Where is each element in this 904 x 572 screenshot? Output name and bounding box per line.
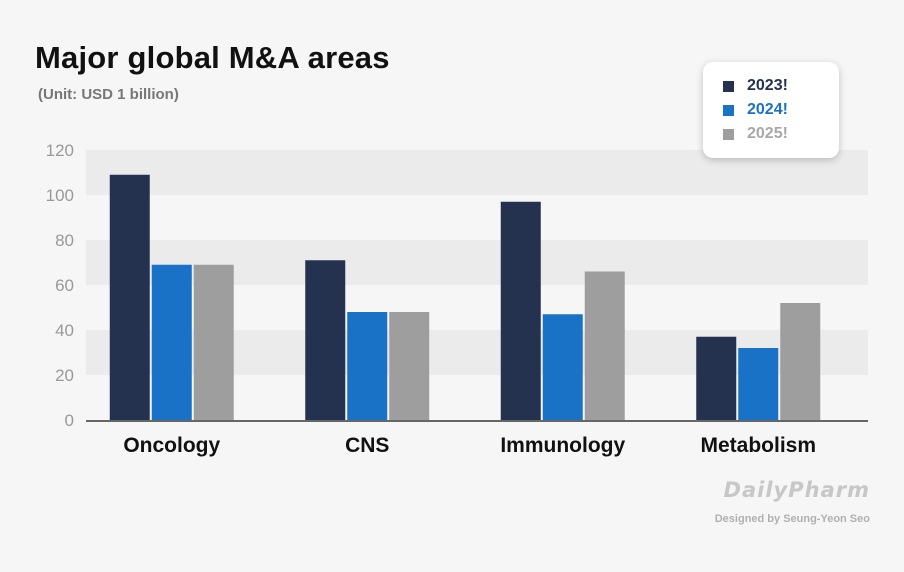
legend-swatch-2025 (723, 128, 734, 140)
x-axis-categories: Oncology CNS Immunology Metabolism (123, 434, 816, 457)
bars (109, 174, 821, 420)
legend: 2023! 2024! 2025! (703, 62, 839, 158)
y-tick-label: 100 (46, 186, 74, 205)
y-tick-label: 0 (65, 411, 74, 430)
bar-immunology-2025 (584, 271, 625, 420)
bar-metabolism-2025 (780, 303, 821, 420)
chart-title: Major global M&A areas (35, 40, 390, 75)
y-tick-label: 20 (55, 366, 74, 385)
y-tick-label: 80 (55, 231, 74, 250)
category-label-metabolism: Metabolism (700, 434, 816, 457)
legend-label-2024: 2024! (747, 101, 788, 118)
y-tick-label: 40 (55, 321, 74, 340)
bar-immunology-2024 (542, 314, 583, 420)
legend-item-2025: 2025! (723, 124, 788, 144)
y-tick-label: 60 (55, 276, 74, 295)
bar-cns-2023 (305, 260, 346, 420)
chart-subtitle: (Unit: USD 1 billion) (38, 86, 179, 103)
y-axis-ticks: 0 20 40 60 80 100 120 (46, 141, 74, 430)
legend-label-2025: 2025! (747, 125, 788, 142)
bar-metabolism-2024 (738, 348, 779, 420)
brand-logo: DailyPharm (723, 478, 870, 502)
legend-swatch-2024 (723, 104, 734, 116)
bar-metabolism-2023 (696, 336, 737, 420)
category-label-immunology: Immunology (500, 434, 625, 457)
bar-cns-2025 (389, 312, 430, 420)
bar-oncology-2024 (151, 264, 192, 420)
category-label-cns: CNS (345, 434, 389, 457)
legend-item-2024: 2024! (723, 100, 788, 120)
legend-swatch-2023 (723, 80, 734, 92)
category-label-oncology: Oncology (123, 434, 220, 457)
bar-immunology-2023 (500, 201, 541, 420)
bar-oncology-2025 (193, 264, 234, 420)
y-tick-label: 120 (46, 141, 74, 160)
bar-cns-2024 (347, 312, 388, 420)
designer-credit: Designed by Seung-Yeon Seo (714, 513, 870, 525)
bar-oncology-2023 (109, 174, 150, 420)
legend-item-2023: 2023! (723, 76, 788, 96)
legend-label-2023: 2023! (747, 77, 788, 94)
